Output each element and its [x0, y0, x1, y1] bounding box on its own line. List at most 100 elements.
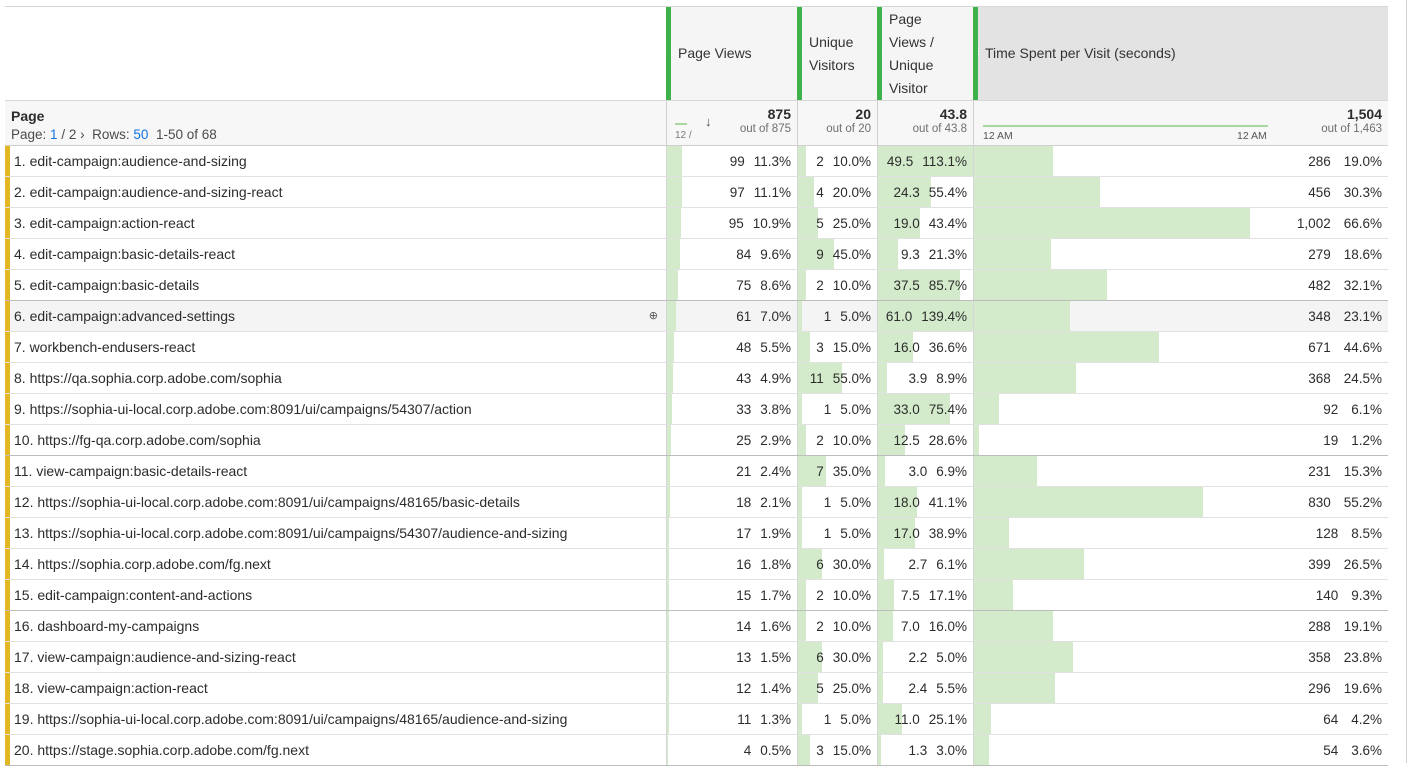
- metric-value: 18.0: [893, 494, 920, 510]
- metric-header-page-views[interactable]: ⋮ Page Views: [666, 7, 797, 100]
- metric-percent: 19.1%: [1343, 618, 1382, 634]
- row-dimension-item[interactable]: 15. edit-campaign:content-and-actions: [5, 580, 666, 610]
- unique-visitors-cell: 6 30.0%: [797, 642, 877, 672]
- value-bar: [667, 518, 669, 548]
- metric-value: 5: [816, 215, 824, 231]
- row-dimension-item[interactable]: 10. https://fg-qa.corp.adobe.com/sophia: [5, 425, 666, 455]
- table-row[interactable]: 18. view-campaign:action-react 12 1.4% 5 25.…: [5, 673, 1388, 704]
- table-row[interactable]: 6. edit-campaign:advanced-settings ⊕ 61 7.0…: [5, 301, 1388, 332]
- row-dimension-item[interactable]: 3. edit-campaign:action-react: [5, 208, 666, 238]
- row-dimension-item[interactable]: 13. https://sophia-ui-local.corp.adobe.c…: [5, 518, 666, 548]
- page-views-cell: 84 9.6%: [666, 239, 797, 269]
- table-row[interactable]: 14. https://sophia.corp.adobe.com/fg.nex…: [5, 549, 1388, 580]
- table-row[interactable]: 1. edit-campaign:audience-and-sizing 99 11…: [5, 146, 1388, 177]
- table-row[interactable]: 16. dashboard-my-campaigns 14 1.6% 2 10.0% 7.…: [5, 611, 1388, 642]
- row-dimension-item[interactable]: 11. view-campaign:basic-details-react: [5, 456, 666, 486]
- row-dimension-item[interactable]: 2. edit-campaign:audience-and-sizing-rea…: [5, 177, 666, 207]
- metric-header-time-spent[interactable]: ⋮ Time Spent per Visit (seconds): [973, 7, 1388, 100]
- metric-percent: 28.6%: [928, 432, 967, 448]
- pv-per-uv-cell: 16.0 36.6%: [877, 332, 973, 362]
- pv-per-uv-cell: 61.0 139.4%: [877, 301, 974, 331]
- metric-value: 1: [823, 494, 832, 510]
- row-dimension-item[interactable]: 5. edit-campaign:basic-details: [5, 270, 666, 300]
- time-spent-cell: 279 18.6%: [973, 239, 1388, 269]
- pv-per-uv-cell: 18.0 41.1%: [877, 487, 973, 517]
- drag-handle-icon[interactable]: ⋮: [974, 46, 983, 56]
- rows-per-page-select[interactable]: 50: [133, 127, 149, 142]
- table-row[interactable]: 8. https://qa.sophia.corp.adobe.com/soph…: [5, 363, 1388, 394]
- metric-value: 21: [736, 463, 752, 479]
- metric-percent: 1.8%: [760, 556, 791, 572]
- value-bar: [667, 146, 682, 176]
- metric-value: 1: [823, 525, 832, 541]
- metric-percent: 19.6%: [1343, 680, 1382, 696]
- table-row[interactable]: 5. edit-campaign:basic-details 75 8.6% 2 10.…: [5, 270, 1388, 301]
- value-bar: [798, 363, 842, 393]
- metric-value: 17.0: [893, 525, 920, 541]
- value-bar: [974, 177, 1100, 207]
- row-dimension-item[interactable]: 18. view-campaign:action-react: [5, 673, 666, 703]
- value-bar: [798, 580, 806, 610]
- table-row[interactable]: 17. view-campaign:audience-and-sizing-re…: [5, 642, 1388, 673]
- row-dimension-item[interactable]: 14. https://sophia.corp.adobe.com/fg.nex…: [5, 549, 666, 579]
- metric-percent: 5.5%: [760, 339, 791, 355]
- sparkline-axis-end: 12 AM: [1237, 130, 1267, 142]
- page-views-cell: 11 1.3%: [666, 704, 797, 734]
- time-spent-cell: 92 6.1%: [973, 394, 1388, 424]
- row-dimension-item[interactable]: 12. https://sophia-ui-local.corp.adobe.c…: [5, 487, 666, 517]
- table-row[interactable]: 3. edit-campaign:action-react 95 10.9% 5 25.…: [5, 208, 1388, 239]
- table-row[interactable]: 2. edit-campaign:audience-and-sizing-rea…: [5, 177, 1388, 208]
- row-dimension-item[interactable]: 4. edit-campaign:basic-details-react: [5, 239, 666, 269]
- dimension-title[interactable]: Page: [11, 108, 45, 124]
- metric-value: 64: [1323, 711, 1339, 727]
- value-bar: [878, 704, 902, 734]
- metric-value: 25: [736, 432, 752, 448]
- page-views-cell: 21 2.4%: [666, 456, 797, 486]
- next-page-icon[interactable]: ›: [80, 127, 85, 142]
- drag-handle-icon[interactable]: ⋮: [667, 46, 676, 56]
- metric-header-pv-per-uv[interactable]: ⋮ Page Views / Unique Visitor: [877, 7, 973, 100]
- metric-value: 75: [736, 277, 752, 293]
- metric-percent: 10.0%: [832, 432, 871, 448]
- time-spent-cell: 19 1.2%: [973, 425, 1388, 455]
- page-number-input[interactable]: 1: [50, 127, 58, 142]
- metric-value: 4: [743, 742, 752, 758]
- table-row[interactable]: 13. https://sophia-ui-local.corp.adobe.c…: [5, 518, 1388, 549]
- metric-percent: 17.1%: [928, 587, 967, 603]
- table-row[interactable]: 9. https://sophia-ui-local.corp.adobe.co…: [5, 394, 1388, 425]
- value-bar: [974, 735, 989, 765]
- metric-value: 7.5: [900, 587, 920, 603]
- row-label: 12. https://sophia-ui-local.corp.adobe.c…: [14, 494, 520, 510]
- row-dimension-item[interactable]: 9. https://sophia-ui-local.corp.adobe.co…: [5, 394, 666, 424]
- table-row[interactable]: 19. https://sophia-ui-local.corp.adobe.c…: [5, 704, 1388, 735]
- metric-header-unique-visitors[interactable]: ⋮ Unique Visitors: [797, 7, 877, 100]
- drag-handle-icon[interactable]: ⋮: [878, 46, 887, 56]
- row-dimension-item[interactable]: 19. https://sophia-ui-local.corp.adobe.c…: [5, 704, 666, 734]
- scrollbar-track[interactable]: [1406, 0, 1407, 763]
- metric-percent: 45.0%: [832, 246, 871, 262]
- table-row[interactable]: 15. edit-campaign:content-and-actions 15 1…: [5, 580, 1388, 611]
- row-dimension-item[interactable]: 20. https://stage.sophia.corp.adobe.com/…: [5, 735, 666, 765]
- table-row[interactable]: 11. view-campaign:basic-details-react 21 2…: [5, 456, 1388, 487]
- row-dimension-item[interactable]: 8. https://qa.sophia.corp.adobe.com/soph…: [5, 363, 666, 393]
- row-dimension-item[interactable]: 17. view-campaign:audience-and-sizing-re…: [5, 642, 666, 672]
- row-dimension-item[interactable]: 16. dashboard-my-campaigns: [5, 611, 666, 641]
- metric-value: 54: [1323, 742, 1339, 758]
- table-row[interactable]: 12. https://sophia-ui-local.corp.adobe.c…: [5, 487, 1388, 518]
- metric-value: 128: [1315, 525, 1339, 541]
- table-row[interactable]: 7. workbench-endusers-react 48 5.5% 3 15.0% 1…: [5, 332, 1388, 363]
- metric-percent: 10.0%: [832, 277, 871, 293]
- row-dimension-item[interactable]: 7. workbench-endusers-react: [5, 332, 666, 362]
- table-row[interactable]: 10. https://fg-qa.corp.adobe.com/sophia 2…: [5, 425, 1388, 456]
- drag-handle-icon[interactable]: ⋮: [798, 46, 807, 56]
- row-dimension-item[interactable]: 6. edit-campaign:advanced-settings ⊕: [5, 301, 666, 331]
- metric-percent: 6.1%: [936, 556, 967, 572]
- metric-value: 12.5: [893, 432, 920, 448]
- row-dimension-item[interactable]: 1. edit-campaign:audience-and-sizing: [5, 146, 666, 176]
- breakdown-icon[interactable]: ⊕: [648, 310, 658, 322]
- sort-descending-icon[interactable]: ↓: [705, 114, 712, 129]
- table-row[interactable]: 4. edit-campaign:basic-details-react 84 9.…: [5, 239, 1388, 270]
- metric-percent: 10.0%: [832, 587, 871, 603]
- table-row[interactable]: 20. https://stage.sophia.corp.adobe.com/…: [5, 735, 1388, 766]
- metric-percent: 8.6%: [760, 277, 791, 293]
